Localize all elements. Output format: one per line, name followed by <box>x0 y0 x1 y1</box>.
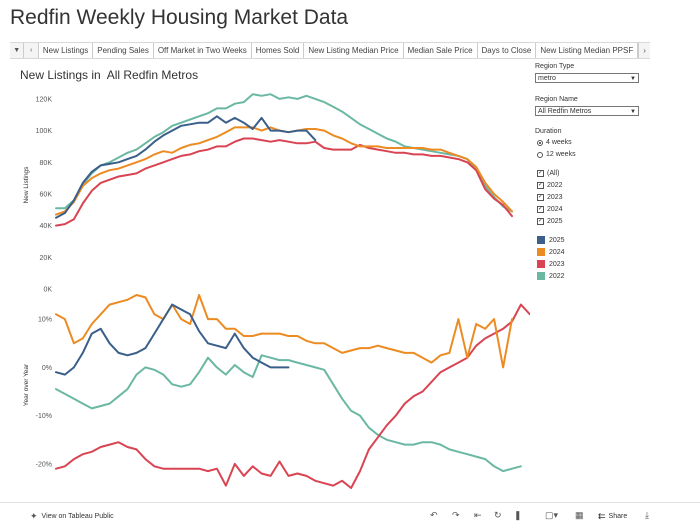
pause-icon[interactable]: ❚ <box>514 510 522 520</box>
y-tick-label: 0K <box>43 287 52 294</box>
tableau-logo-icon: ✦ <box>30 511 38 521</box>
year-option-label: 2022 <box>547 182 563 189</box>
share-button[interactable]: ⇇ Share <box>598 511 627 522</box>
series-line-2022 <box>55 354 522 473</box>
legend-swatch <box>537 236 545 244</box>
duration-radio-12-weeks[interactable]: 12 weeks <box>537 151 576 158</box>
year-option-label: 2024 <box>547 206 563 213</box>
tab-days-to-close[interactable]: Days to Close <box>478 43 537 58</box>
tab-homes-sold[interactable]: Homes Sold <box>252 43 305 58</box>
redo-icon[interactable]: ↷ <box>452 510 460 520</box>
series-line-2023 <box>55 137 513 227</box>
charts-area[interactable]: 0K 20K 40K 60K 80K 100K 120K New Listings 10% 0% -… <box>0 0 530 500</box>
undo-icon[interactable]: ↶ <box>430 510 438 520</box>
checkbox-checked-icon: ✓ <box>537 206 544 213</box>
y-tick-label: 10% <box>38 317 52 324</box>
y-axis-label: New Listings <box>23 166 30 204</box>
y-axis-label: Year over Year <box>23 363 30 406</box>
duration-option-label: 12 weeks <box>546 151 576 158</box>
y-tick-label: -20% <box>36 461 52 468</box>
legend-label: 2023 <box>549 260 565 268</box>
duration-option-label: 4 weeks <box>546 139 572 146</box>
duration-label: Duration <box>535 128 562 135</box>
legend-item-2025[interactable]: 2025 <box>537 236 565 244</box>
series-line-2022 <box>55 93 513 213</box>
radio-selected-icon <box>537 139 543 146</box>
tableau-link-label: View on Tableau Public <box>41 513 114 520</box>
y-tick-label: 20K <box>40 255 53 262</box>
chevron-down-icon: ▼ <box>630 76 636 82</box>
legend-label: 2024 <box>549 248 565 256</box>
year-checkbox-2023[interactable]: ✓ 2023 <box>537 194 563 201</box>
region-name-select[interactable]: All Redfin Metros ▼ <box>535 106 639 116</box>
region-name-value: All Redfin Metros <box>538 108 592 115</box>
y-tick-label: 120K <box>36 96 53 103</box>
series-line-2025 <box>55 303 290 376</box>
tab-new-listing-median-price[interactable]: New Listing Median Price <box>304 43 404 58</box>
tab-menu-caret-icon[interactable]: ▼ <box>10 43 25 58</box>
y-tick-label: 60K <box>40 191 53 198</box>
view-on-tableau-public-link[interactable]: ✦ View on Tableau Public <box>30 511 114 522</box>
tab-new-listing-median-ppsf[interactable]: New Listing Median PPSF <box>536 43 639 58</box>
region-type-select[interactable]: metro ▼ <box>535 73 639 83</box>
refresh-icon[interactable]: ↻ <box>494 510 502 520</box>
checkbox-checked-icon: ✓ <box>537 182 544 189</box>
checkbox-checked-icon: ✓ <box>537 194 544 201</box>
year-option-label: (All) <box>547 170 560 177</box>
tab-bar: ▼ ‹ New Listings Pending Sales Off Marke… <box>10 42 650 59</box>
region-name-label: Region Name <box>535 96 578 103</box>
chevron-down-icon: ▼ <box>630 109 636 115</box>
region-type-value: metro <box>538 75 556 82</box>
tab-new-listings[interactable]: New Listings <box>38 43 94 58</box>
legend-label: 2025 <box>549 236 565 244</box>
radio-unselected-icon <box>537 151 543 158</box>
duration-radio-4-weeks[interactable]: 4 weeks <box>537 139 572 146</box>
year-checkbox-all[interactable]: ✓ (All) <box>537 170 559 177</box>
share-icon: ⇇ <box>598 511 606 521</box>
fullscreen-icon[interactable]: ▦ <box>575 510 584 520</box>
y-tick-label: -10% <box>36 413 52 420</box>
y-tick-label: 40K <box>40 223 53 230</box>
year-option-label: 2025 <box>547 218 563 225</box>
page-title: Redfin Weekly Housing Market Data <box>10 6 349 29</box>
legend-label: 2022 <box>549 272 565 280</box>
series-line-2024 <box>55 294 513 369</box>
download-icon[interactable]: ⤓ <box>645 510 649 520</box>
tab-off-market[interactable]: Off Market in Two Weeks <box>154 43 252 58</box>
chart-title: New Listings in All Redfin Metros <box>20 68 199 82</box>
legend-item-2023[interactable]: 2023 <box>537 260 565 268</box>
tableau-toolbar: ✦ View on Tableau Public ↶ ↷ ⇤ ↻ ❚ ▢▾ ▦ … <box>0 502 700 527</box>
legend-item-2024[interactable]: 2024 <box>537 248 565 256</box>
tab-scroll-right-icon[interactable]: › <box>638 43 650 58</box>
legend-item-2022[interactable]: 2022 <box>537 272 565 280</box>
comment-icon[interactable]: ▢▾ <box>545 510 559 520</box>
tab-scroll-left-icon[interactable]: ‹ <box>24 43 39 58</box>
region-type-label: Region Type <box>535 63 575 70</box>
year-checkbox-2025[interactable]: ✓ 2025 <box>537 218 563 225</box>
checkbox-checked-icon: ✓ <box>537 170 544 177</box>
tab-pending-sales[interactable]: Pending Sales <box>93 43 154 58</box>
share-label: Share <box>608 513 628 520</box>
checkbox-checked-icon: ✓ <box>537 218 544 225</box>
year-checkbox-2024[interactable]: ✓ 2024 <box>537 206 563 213</box>
y-tick-label: 80K <box>40 160 53 167</box>
y-tick-label: 0% <box>42 365 52 372</box>
revert-icon[interactable]: ⇤ <box>474 510 482 520</box>
legend-swatch <box>537 260 545 268</box>
tab-median-sale-price[interactable]: Median Sale Price <box>404 43 478 58</box>
series-line-2025 <box>55 115 317 219</box>
y-tick-label: 100K <box>36 128 53 135</box>
legend-swatch <box>537 248 545 256</box>
year-checkbox-2022[interactable]: ✓ 2022 <box>537 182 563 189</box>
legend-swatch <box>537 272 545 280</box>
series-line-2023 <box>55 303 530 489</box>
year-option-label: 2023 <box>547 194 563 201</box>
